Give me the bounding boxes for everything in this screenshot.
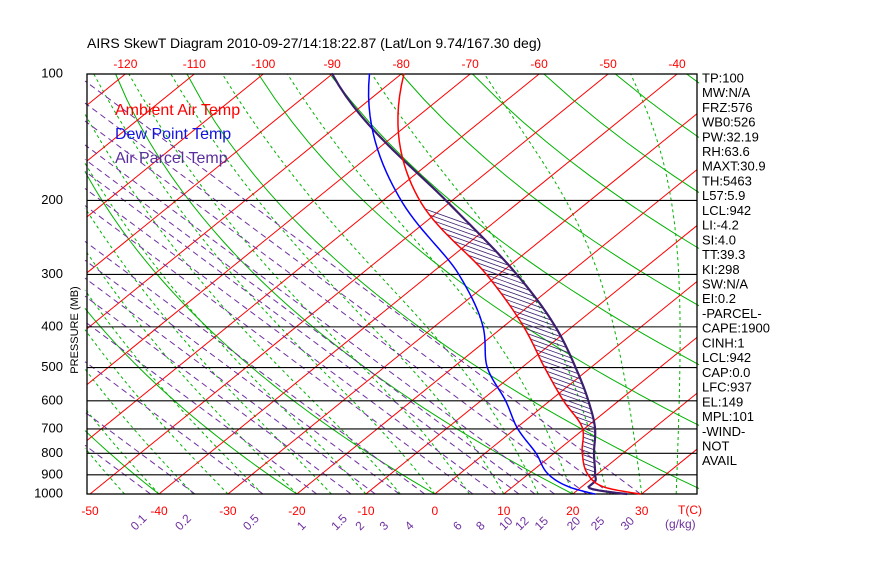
svg-text:LCL:942: LCL:942 [702,350,751,365]
svg-text:-30: -30 [219,504,237,518]
svg-text:SW:N/A: SW:N/A [702,277,748,292]
svg-text:500: 500 [41,359,63,374]
svg-text:KI:298: KI:298 [702,262,740,277]
svg-text:-100: -100 [251,57,275,71]
svg-text:EI:0.2: EI:0.2 [702,291,736,306]
svg-text:-20: -20 [288,504,306,518]
svg-text:LFC:937: LFC:937 [702,380,752,395]
svg-text:MAXT:30.9: MAXT:30.9 [702,159,766,174]
svg-text:1000: 1000 [34,486,63,501]
svg-text:30: 30 [635,504,649,518]
svg-text:100: 100 [41,66,63,81]
svg-text:-10: -10 [357,504,375,518]
svg-text:MW:N/A: MW:N/A [702,85,750,100]
svg-text:CAPE:1900: CAPE:1900 [702,321,770,336]
svg-text:AIRS SkewT Diagram 2010-09-27: AIRS SkewT Diagram 2010-09-27/14:18:22.8… [87,35,541,51]
svg-text:LI:-4.2: LI:-4.2 [702,218,739,233]
svg-text:CINH:1: CINH:1 [702,335,745,350]
svg-text:-90: -90 [324,57,342,71]
svg-text:MPL:101: MPL:101 [702,409,754,424]
svg-text:PW:32.19: PW:32.19 [702,129,759,144]
svg-text:300: 300 [41,266,63,281]
svg-text:RH:63.6: RH:63.6 [702,144,750,159]
svg-text:LCL:942: LCL:942 [702,203,751,218]
svg-text:0: 0 [431,504,438,518]
svg-text:600: 600 [41,392,63,407]
svg-text:-120: -120 [113,57,137,71]
svg-text:900: 900 [41,466,63,481]
svg-text:700: 700 [41,420,63,435]
svg-text:Ambient Air Temp: Ambient Air Temp [115,102,240,119]
svg-text:TP:100: TP:100 [702,70,744,85]
svg-text:800: 800 [41,445,63,460]
svg-text:WB0:526: WB0:526 [702,115,755,130]
svg-text:Air Parcel Temp: Air Parcel Temp [115,150,228,167]
svg-text:-40: -40 [150,504,168,518]
svg-text:T(C): T(C) [678,503,702,517]
svg-text:-PARCEL-: -PARCEL- [702,306,762,321]
svg-text:-70: -70 [462,57,480,71]
svg-text:L57:5.9: L57:5.9 [702,188,745,203]
svg-text:-50: -50 [599,57,617,71]
svg-text:-40: -40 [668,57,686,71]
svg-text:TH:5463: TH:5463 [702,173,752,188]
svg-text:AVAIL: AVAIL [702,453,737,468]
svg-text:-110: -110 [183,57,206,71]
svg-text:-80: -80 [393,57,411,71]
svg-text:400: 400 [41,318,63,333]
svg-text:Dew Point Temp: Dew Point Temp [115,126,231,143]
svg-text:FRZ:576: FRZ:576 [702,100,753,115]
svg-text:CAP:0.0: CAP:0.0 [702,365,750,380]
svg-text:SI:4.0: SI:4.0 [702,232,736,247]
svg-text:EL:149: EL:149 [702,394,743,409]
svg-text:TT:39.3: TT:39.3 [702,247,745,262]
svg-text:-WIND-: -WIND- [702,424,745,439]
svg-text:(g/kg): (g/kg) [665,517,696,531]
svg-text:NOT: NOT [702,439,730,454]
svg-text:-50: -50 [81,504,99,518]
svg-text:PRESSURE (MB): PRESSURE (MB) [69,286,81,373]
svg-text:200: 200 [41,192,63,207]
svg-text:-60: -60 [530,57,548,71]
